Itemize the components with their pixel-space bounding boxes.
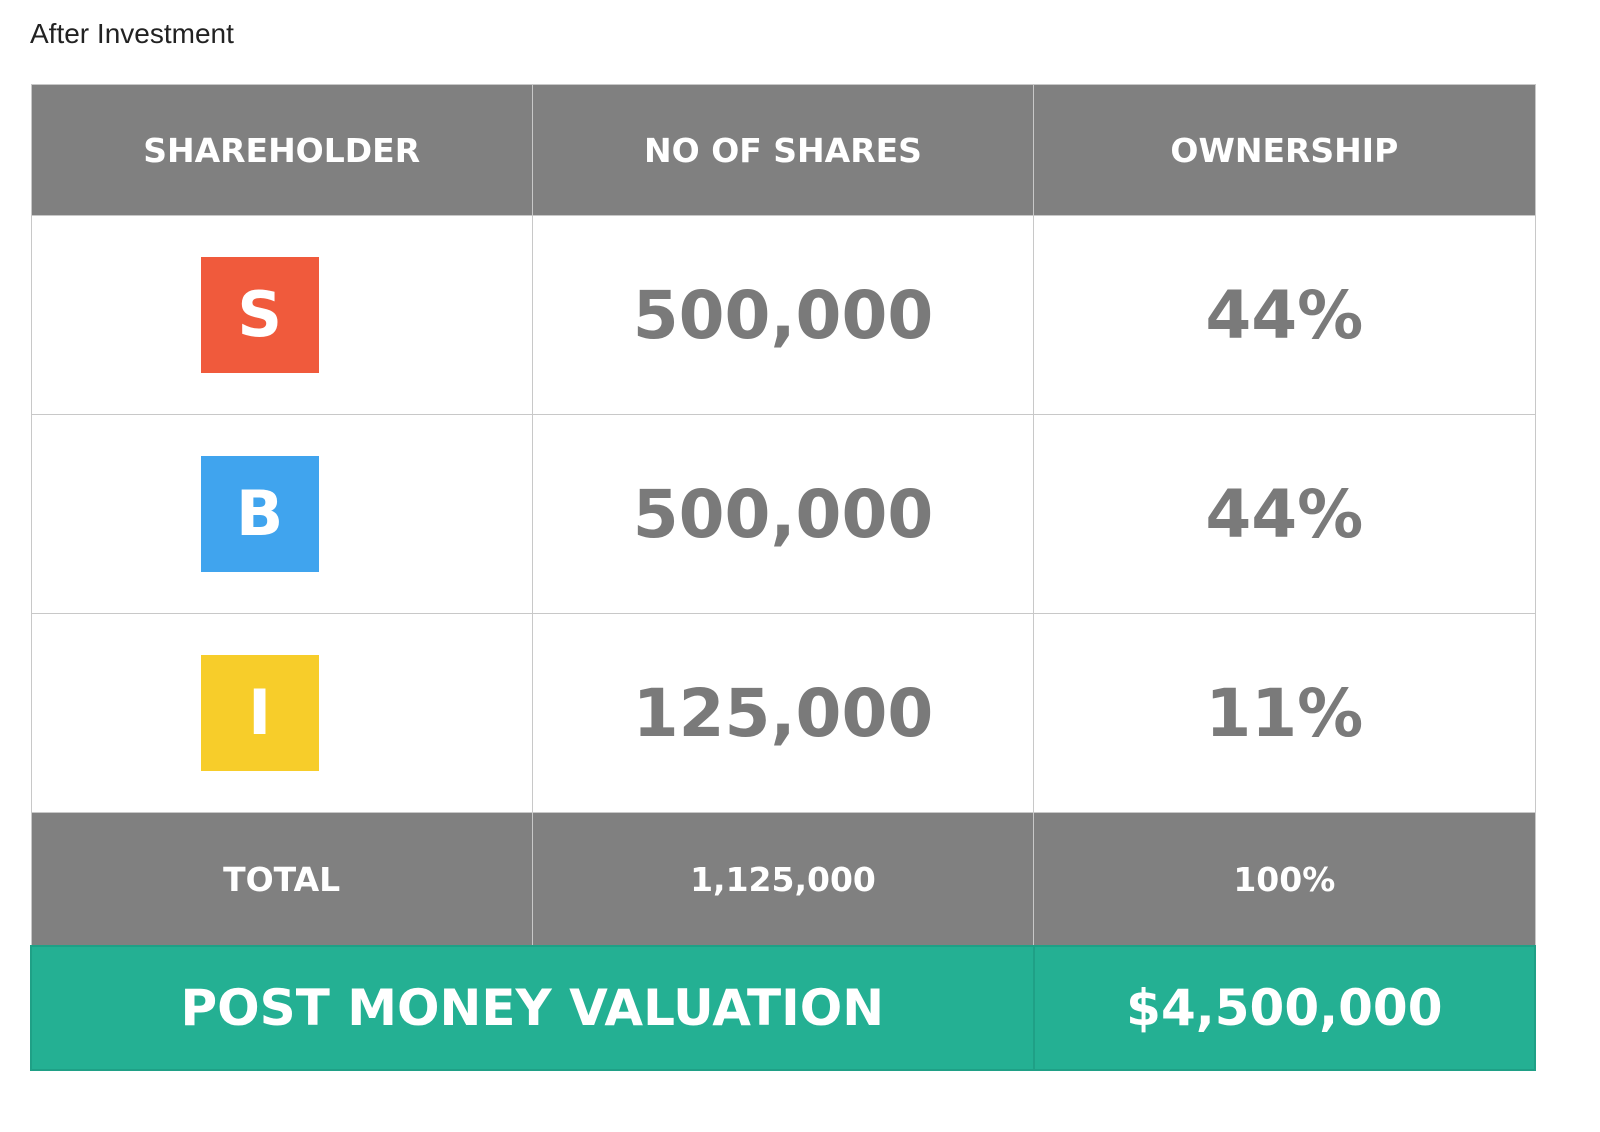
shares-cell: 500,000 — [531, 414, 1035, 614]
shares-cell: 500,000 — [531, 215, 1035, 415]
ownership-cell: 11% — [1033, 613, 1536, 813]
valuation-label: POST MONEY VALUATION — [30, 945, 1035, 1071]
shares-cell: 125,000 — [531, 613, 1035, 813]
shareholder-row: S 500,000 44% — [30, 215, 1536, 415]
header-cell: NO OF SHARES — [531, 84, 1035, 216]
page-title: After Investment — [30, 18, 234, 49]
header-row: SHAREHOLDER NO OF SHARES OWNERSHIP — [30, 84, 1536, 216]
total-row: TOTAL 1,125,000 100% — [30, 812, 1536, 947]
shareholder-row: I 125,000 11% — [30, 613, 1536, 813]
ownership-cell: 44% — [1033, 414, 1536, 614]
shareholder-row: B 500,000 44% — [30, 414, 1536, 614]
shareholder-cell: I — [30, 613, 533, 813]
shareholder-badge: S — [200, 257, 319, 373]
header-cell: OWNERSHIP — [1033, 84, 1536, 216]
shareholder-cell: S — [30, 215, 533, 415]
cap-table: SHAREHOLDER NO OF SHARES OWNERSHIP S 500,… — [30, 84, 1537, 1071]
shareholder-badge: I — [200, 655, 319, 771]
shareholder-badge: B — [200, 456, 319, 572]
header-cell: SHAREHOLDER — [30, 84, 533, 216]
table-body: S 500,000 44% B 500,000 44% I 125,000 11% TOTAL 1,… — [30, 215, 1537, 1071]
shareholder-cell: B — [30, 414, 533, 614]
total-cell: TOTAL — [30, 812, 533, 947]
ownership-cell: 44% — [1033, 215, 1536, 415]
valuation-value: $4,500,000 — [1032, 945, 1537, 1071]
valuation-row: POST MONEY VALUATION $4,500,000 — [30, 945, 1537, 1071]
total-cell: 1,125,000 — [531, 812, 1035, 947]
total-cell: 100% — [1033, 812, 1536, 947]
